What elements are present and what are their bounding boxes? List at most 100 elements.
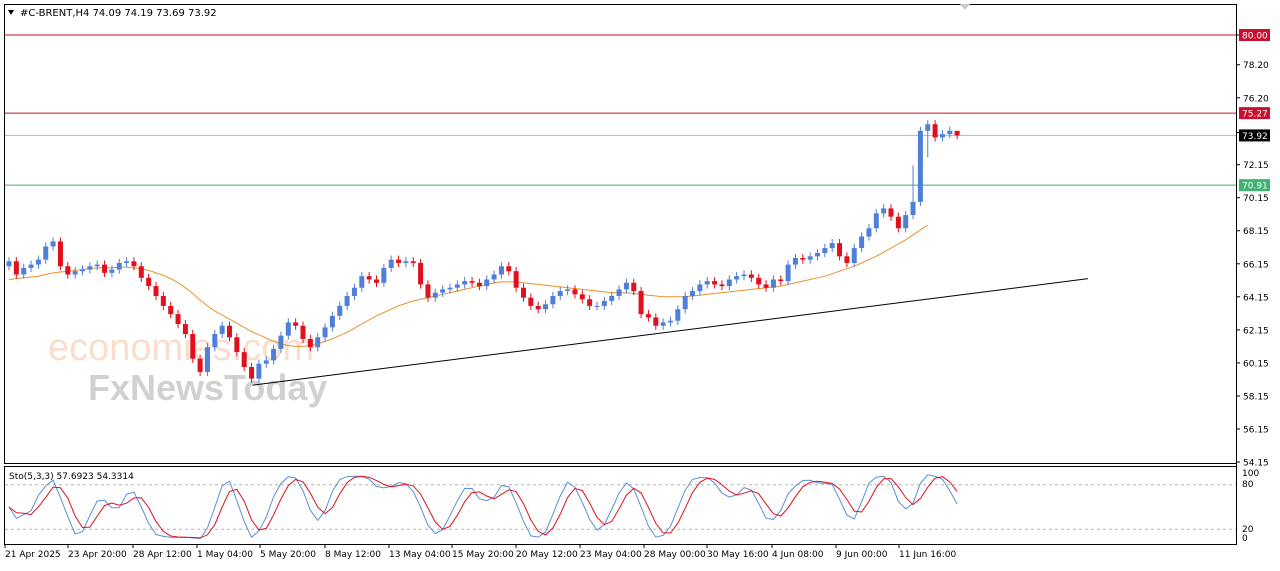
stoch-scale-0: 0 bbox=[1242, 534, 1248, 544]
candle-body bbox=[447, 287, 453, 290]
candle-body bbox=[300, 325, 306, 339]
candle-body bbox=[822, 248, 828, 254]
y-tick-label: 56.15 bbox=[1243, 425, 1269, 435]
candle-body bbox=[329, 315, 335, 328]
candle-body bbox=[146, 277, 152, 287]
x-tick-label: 21 Apr 2025 bbox=[5, 550, 61, 560]
candle-body bbox=[792, 257, 798, 265]
x-tick-label: 23 Apr 20:00 bbox=[68, 550, 127, 560]
candle-body bbox=[587, 299, 593, 306]
y-tick-label: 54.15 bbox=[1243, 459, 1269, 469]
candle-body bbox=[557, 291, 563, 296]
candles-group bbox=[6, 120, 960, 383]
candle-body bbox=[668, 320, 673, 323]
candle-body bbox=[43, 246, 49, 260]
stoch-scale-20: 20 bbox=[1242, 525, 1254, 535]
candle-body bbox=[263, 360, 269, 364]
candle-body bbox=[881, 208, 887, 214]
candle-body bbox=[57, 241, 63, 267]
triangle-down-icon[interactable] bbox=[8, 10, 14, 15]
candle-body bbox=[837, 243, 843, 257]
candle-body bbox=[425, 284, 431, 298]
candle-body bbox=[807, 256, 813, 260]
stoch-scale-100: 100 bbox=[1242, 469, 1259, 479]
y-tick-label: 76.20 bbox=[1243, 94, 1269, 104]
candle-body bbox=[322, 327, 328, 338]
x-tick-label: 9 Jun 00:00 bbox=[836, 550, 888, 560]
stoch-signal-line bbox=[8, 475, 958, 539]
price-tag-label: 80.00 bbox=[1242, 32, 1268, 42]
candle-body bbox=[35, 259, 41, 265]
candle-body bbox=[388, 259, 394, 268]
candle-body bbox=[285, 322, 291, 336]
candle-body bbox=[763, 284, 769, 288]
candle-body bbox=[521, 287, 526, 298]
candle-body bbox=[543, 304, 549, 310]
candle-body bbox=[609, 295, 615, 301]
candle-body bbox=[616, 289, 622, 296]
candle-body bbox=[241, 352, 247, 368]
y-tick-label: 72.15 bbox=[1243, 161, 1269, 171]
candle-body bbox=[344, 295, 350, 306]
candle-body bbox=[13, 261, 19, 275]
candle-body bbox=[219, 325, 225, 334]
stoch-lines bbox=[8, 474, 958, 540]
price-axis: 80.0078.2076.2074.1072.1570.1568.1566.15… bbox=[1236, 32, 1269, 469]
candle-body bbox=[572, 289, 578, 295]
ascending-trendline bbox=[252, 278, 1089, 386]
candle-body bbox=[484, 279, 490, 287]
price-tags: 80.00 75.27 73.92 70.91 bbox=[1239, 29, 1270, 192]
candle-body bbox=[351, 287, 357, 296]
y-tick-label: 66.15 bbox=[1243, 260, 1269, 270]
candle-body bbox=[550, 295, 556, 305]
candle-body bbox=[396, 259, 402, 263]
x-tick-label: 30 May 16:00 bbox=[707, 550, 769, 560]
x-tick-label: 28 May 00:00 bbox=[644, 550, 706, 560]
candle-body bbox=[675, 309, 681, 321]
candle-body bbox=[778, 279, 784, 282]
candle-body bbox=[6, 261, 12, 267]
candle-body bbox=[293, 322, 299, 326]
price-tag-label: 70.91 bbox=[1242, 182, 1268, 192]
chart-header-title: #C-BRENT,H4 74.09 74.19 73.69 73.92 bbox=[20, 8, 217, 19]
y-tick-label: 78.20 bbox=[1243, 61, 1269, 71]
candle-body bbox=[469, 281, 475, 283]
candle-body bbox=[866, 228, 872, 237]
candle-body bbox=[734, 276, 740, 280]
candle-body bbox=[454, 284, 460, 288]
trendline-group[interactable] bbox=[252, 278, 1089, 386]
candle-body bbox=[513, 271, 519, 288]
candle-body bbox=[410, 261, 416, 263]
price-tag-resistance bbox=[1239, 107, 1270, 120]
scroll-marker-icon bbox=[960, 4, 970, 10]
candle-body bbox=[153, 286, 159, 296]
price-tag-label: 75.27 bbox=[1242, 110, 1268, 120]
candle-body bbox=[432, 292, 438, 298]
x-tick-label: 20 May 12:00 bbox=[516, 550, 578, 560]
candle-body bbox=[403, 261, 409, 263]
candle-body bbox=[160, 295, 166, 306]
y-tick-label: 70.15 bbox=[1243, 194, 1269, 204]
candle-body bbox=[418, 262, 424, 285]
horizontal-lines bbox=[5, 34, 1236, 186]
price-tag-label: 73.92 bbox=[1242, 132, 1268, 142]
candle-body bbox=[315, 337, 321, 348]
candle-body bbox=[204, 347, 210, 372]
candle-body bbox=[124, 261, 130, 263]
candle-body bbox=[476, 282, 482, 287]
candle-body bbox=[498, 266, 504, 275]
y-tick-label: 60.15 bbox=[1243, 359, 1269, 369]
time-axis: 21 Apr 2025 23 Apr 20:00 28 Apr 12:00 1 May… bbox=[4, 544, 956, 560]
candle-body bbox=[910, 201, 916, 216]
candle-body bbox=[815, 253, 820, 257]
candle-body bbox=[895, 216, 901, 229]
candle-body bbox=[197, 358, 203, 372]
candle-body bbox=[932, 124, 938, 138]
candle-body bbox=[645, 314, 651, 318]
candle-body bbox=[697, 284, 703, 292]
candle-body bbox=[80, 269, 85, 272]
candle-body bbox=[719, 284, 725, 287]
candle-body bbox=[785, 264, 791, 282]
x-tick-label: 5 May 20:00 bbox=[260, 550, 316, 560]
